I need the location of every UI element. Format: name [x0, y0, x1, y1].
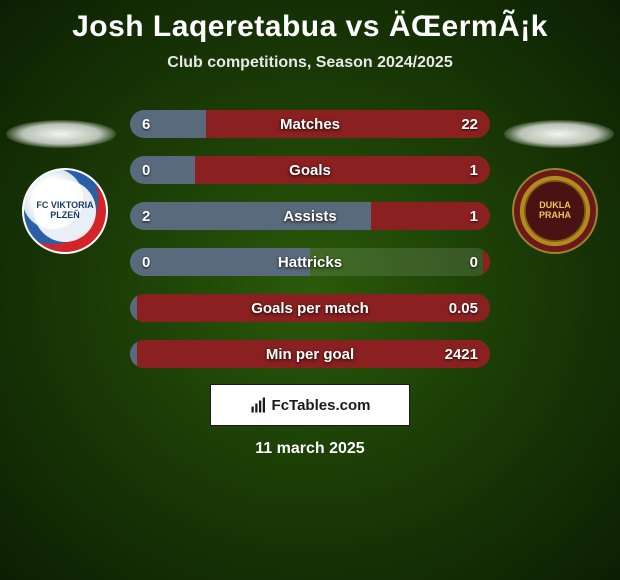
footer-date: 11 march 2025: [0, 440, 620, 458]
comparison-card: Josh Laqeretabua vs ÄŒermÃ¡k Club compet…: [0, 0, 620, 580]
stat-row: 21Assists: [130, 202, 490, 230]
stat-label: Hattricks: [130, 254, 490, 271]
spotlight-right: [504, 120, 614, 148]
page-subtitle: Club competitions, Season 2024/2025: [0, 54, 620, 72]
stat-label: Assists: [130, 208, 490, 225]
stat-label: Matches: [130, 116, 490, 133]
stat-label: Goals per match: [130, 300, 490, 317]
stat-bars: 622Matches 01Goals 21Assists 00Hattricks 0.0…: [130, 110, 490, 368]
stat-label: Goals: [130, 162, 490, 179]
stats-arena: FC VIKTORIA PLZEŇ DUKLA PRAHA 622Matches…: [0, 90, 620, 370]
stat-row: 0.05Goals per match: [130, 294, 490, 322]
stat-row: 2421Min per goal: [130, 340, 490, 368]
stat-row: 622Matches: [130, 110, 490, 138]
stat-row: 00Hattricks: [130, 248, 490, 276]
stat-label: Min per goal: [130, 346, 490, 363]
stat-row: 01Goals: [130, 156, 490, 184]
team-crest-right: DUKLA PRAHA: [512, 168, 598, 254]
page-title: Josh Laqeretabua vs ÄŒermÃ¡k: [0, 0, 620, 44]
team-crest-left: FC VIKTORIA PLZEŇ: [22, 168, 108, 254]
branding-text: FcTables.com: [272, 397, 371, 414]
fctables-icon: [250, 396, 268, 414]
team-crest-left-label: FC VIKTORIA PLZEŇ: [34, 180, 96, 242]
spotlight-left: [6, 120, 116, 148]
branding-badge[interactable]: FcTables.com: [210, 384, 410, 426]
team-crest-right-label: DUKLA PRAHA: [524, 180, 586, 242]
